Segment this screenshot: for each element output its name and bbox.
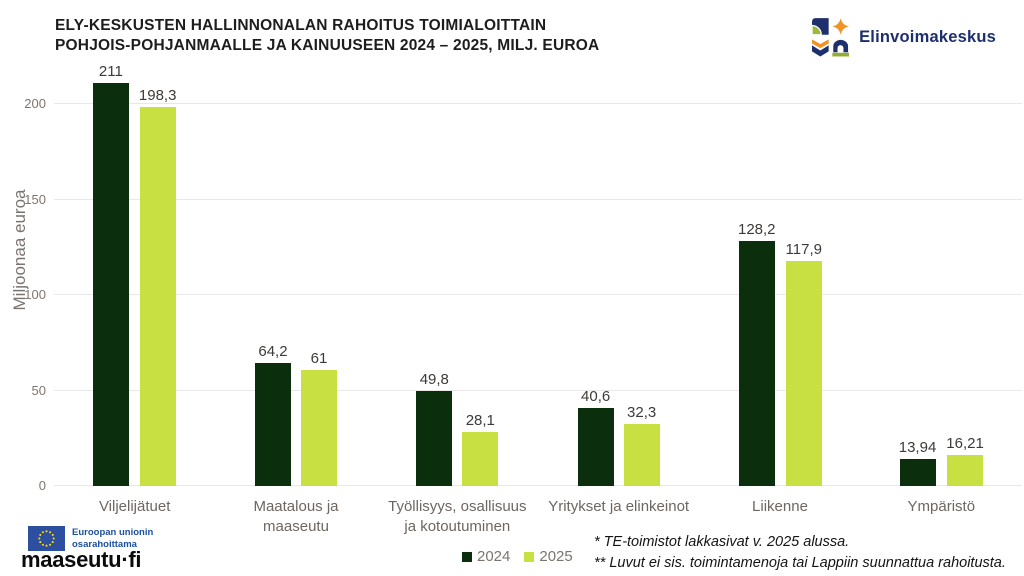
- bar-column-2025: 117,9: [786, 241, 822, 486]
- y-axis-tick: 50: [31, 382, 46, 398]
- footnote-2: ** Luvut ei sis. toimintamenoja tai Lapp…: [594, 555, 1006, 571]
- x-axis-label: Liikenne: [752, 498, 808, 515]
- bar-column-2024: 211: [92, 63, 129, 486]
- bar-group: 40,6 32,3: [538, 75, 699, 486]
- bar-column-2024: 49,8: [416, 370, 453, 486]
- bar-pair: 49,8 28,1: [416, 75, 499, 486]
- bar-column-2024: 13,94: [898, 439, 937, 486]
- bar-chart: 0 50 100 150 200 211 198,3 64,2 61 49,8 28,1 40,6 32…: [24, 63, 1022, 537]
- bar-column-2025: 32,3: [623, 404, 660, 486]
- y-axis-title: Miljoonaa euroa: [10, 189, 29, 311]
- bar-2025: [785, 260, 822, 486]
- elinvoimakeskus-logo: Elinvoimakeskus: [811, 18, 996, 57]
- bar-2025: [462, 432, 499, 486]
- gridline: [54, 198, 1022, 200]
- bar-column-2024: 64,2: [254, 343, 291, 486]
- eu-logo-text: Euroopan unionin osarahoittama: [72, 526, 153, 550]
- chart-title-line2: POHJOIS-POHJANMAALLE JA KAINUUSEEN 2024 …: [55, 36, 600, 54]
- bar-group: 13,94 16,21: [861, 75, 1022, 486]
- bar-group: 49,8 28,1: [377, 75, 538, 486]
- bar-2024: [416, 390, 453, 486]
- bar-2024: [254, 363, 291, 486]
- gridline: [54, 485, 1022, 486]
- bar-2025: [139, 107, 176, 486]
- eu-cofunded-logo: Euroopan unionin osarahoittama: [28, 526, 153, 551]
- legend-item-2024: 2024: [462, 548, 510, 565]
- bar-2025: [623, 424, 660, 486]
- bar-pair: 64,2 61: [254, 75, 337, 486]
- bar-value-label: 28,1: [465, 412, 495, 430]
- bar-2024: [738, 241, 775, 486]
- bar-2024: [92, 83, 129, 486]
- y-axis-tick: 200: [24, 96, 46, 111]
- elinvoimakeskus-logo-text: Elinvoimakeskus: [859, 28, 996, 46]
- bar-value-label: 49,8: [419, 370, 449, 388]
- bar-value-label: 16,21: [946, 435, 984, 453]
- bar-column-2025: 198,3: [138, 87, 177, 486]
- bar-2025: [947, 455, 984, 486]
- bar-pair: 211 198,3: [92, 63, 177, 486]
- y-axis-tick: 0: [38, 478, 46, 493]
- bar-value-label: 32,3: [627, 404, 657, 422]
- bar-pair: 13,94 16,21: [899, 75, 984, 486]
- bar-pair: 128,2 117,9: [738, 75, 822, 486]
- maaseutu-fi-logo: maaseutu·fi: [21, 547, 141, 573]
- bar-group: 128,2 117,9: [699, 75, 860, 486]
- legend-swatch: [524, 551, 535, 562]
- bar-column-2024: 128,2: [738, 221, 776, 486]
- y-axis-tick: 150: [24, 191, 46, 207]
- bar-2024: [899, 459, 936, 486]
- footnotes: * TE-toimistot lakkasivat v. 2025 alussa…: [594, 532, 1006, 574]
- bar-2025: [300, 369, 337, 486]
- bar-value-label: 61: [310, 349, 328, 367]
- bar-group: 64,2 61: [215, 75, 376, 486]
- x-axis-labels: Viljelijätuet Maatalous ja maaseutu Työllis…: [54, 497, 1022, 537]
- bar-value-label: 13,94: [898, 439, 937, 457]
- gridline: [54, 103, 1022, 104]
- bar-value-label: 211: [98, 63, 123, 80]
- x-axis-label: Työllisyys, osallisuus ja kotoutuminen: [388, 498, 527, 535]
- bar-column-2025: 61: [300, 349, 337, 486]
- legend-item-2025: 2025: [524, 548, 573, 565]
- gridline: [54, 294, 1022, 295]
- bar-value-label: 64,2: [258, 343, 288, 361]
- maaseutu-fi-logo-main: maaseutu: [21, 547, 122, 572]
- eu-logo-text-line1: Euroopan unionin: [72, 527, 154, 538]
- maaseutu-fi-logo-suffix: ·fi: [121, 547, 142, 572]
- eu-logo-text-line2: osarahoittama: [72, 538, 137, 550]
- bar-column-2025: 28,1: [462, 412, 499, 486]
- legend-label: 2025: [539, 548, 573, 565]
- footnote-1: * TE-toimistot lakkasivat v. 2025 alussa…: [594, 534, 850, 550]
- bar-value-label: 198,3: [138, 87, 177, 105]
- chart-title-line1: ELY-KESKUSTEN HALLINNONALAN RAHOITUS TOI…: [55, 17, 547, 34]
- bar-column-2024: 40,6: [577, 388, 614, 486]
- legend-swatch: [462, 551, 472, 562]
- bar-value-label: 128,2: [737, 221, 776, 239]
- legend-label: 2024: [477, 548, 511, 565]
- bar-value-label: 40,6: [581, 388, 611, 406]
- x-axis-label: Ympäristö: [907, 498, 976, 515]
- x-axis-label: Maatalous ja maaseutu: [253, 498, 339, 535]
- legend: 2024 2025: [462, 548, 573, 565]
- elinvoimakeskus-logo-icon: [811, 18, 850, 57]
- bar-groups: 211 198,3 64,2 61 49,8 28,1 40,6 32,3 128,2 117,9…: [54, 63, 1022, 486]
- bar-column-2025: 16,21: [946, 435, 984, 486]
- bar-pair: 40,6 32,3: [577, 75, 660, 486]
- bar-group: 211 198,3: [54, 63, 215, 486]
- x-axis-label: Yritykset ja elinkeinot: [548, 498, 690, 515]
- y-axis-tick: 100: [24, 287, 46, 302]
- eu-flag-icon: [28, 526, 65, 551]
- gridline: [54, 389, 1022, 391]
- plot-area: 0 50 100 150 200 211 198,3 64,2 61 49,8 28,1 40,6 32…: [24, 63, 1022, 493]
- bar-value-label: 117,9: [785, 240, 822, 258]
- x-axis-label: Viljelijätuet: [98, 498, 171, 515]
- chart-title: ELY-KESKUSTEN HALLINNONALAN RAHOITUS TOI…: [55, 16, 715, 55]
- bar-2024: [577, 408, 614, 486]
